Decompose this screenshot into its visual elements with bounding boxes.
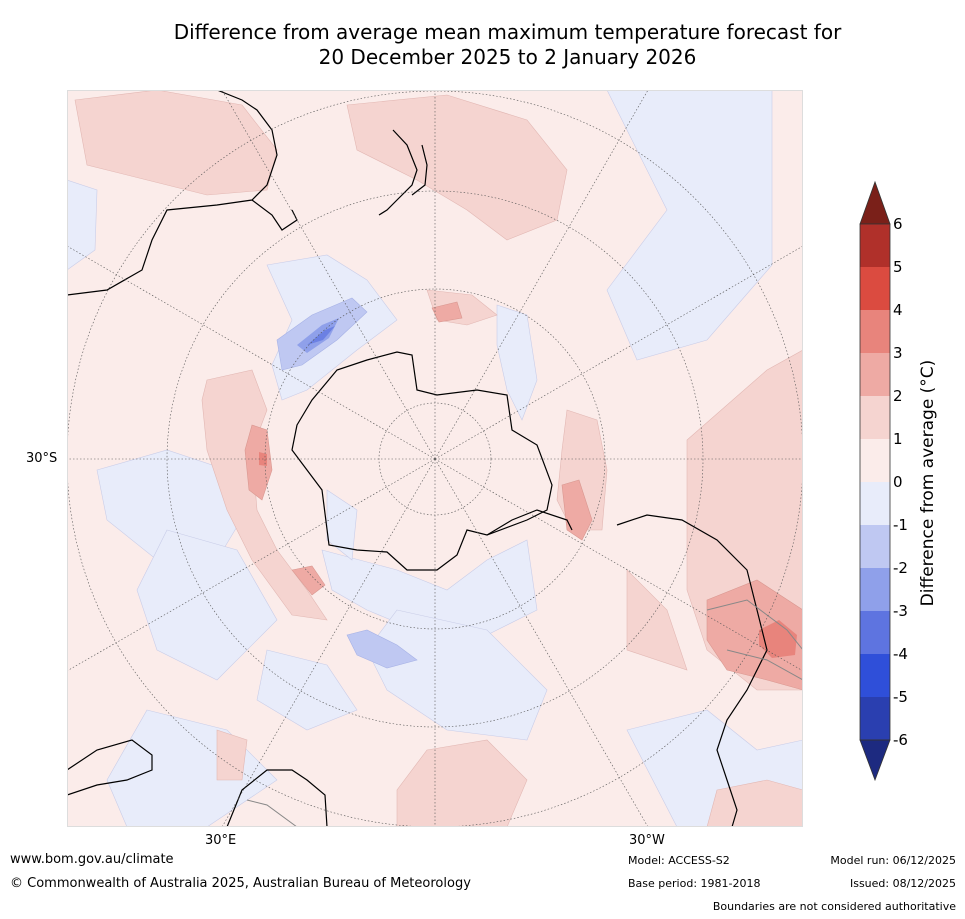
colorbar-swatch-m1_to_0 [860, 482, 890, 525]
warm-anomaly-2-to-3 [244, 301, 803, 691]
longitude-label-30e: 30°E [205, 833, 237, 848]
colorbar-swatch-3_to_4 [860, 310, 890, 353]
colorbar-tick-label: 2 [893, 387, 903, 405]
map-title: Difference from average mean maximum tem… [60, 20, 955, 70]
title-line-1: Difference from average mean maximum tem… [173, 20, 842, 44]
colorbar-tick-label: -5 [893, 688, 908, 706]
colorbar-title: Difference from average (°C) [918, 359, 938, 607]
copyright-notice: © Commonwealth of Australia 2025, Austra… [10, 876, 471, 891]
colorbar-tick-label: -4 [893, 645, 908, 663]
country-boundaries [246, 599, 803, 827]
boundaries-disclaimer: Boundaries are not considered authoritat… [712, 900, 956, 913]
colorbar-tick-label: 4 [893, 301, 903, 319]
colorbar-swatch-5_to_6 [860, 224, 890, 267]
colorbar-swatch-4_to_5 [860, 267, 890, 310]
colorbar-swatch-m4_to_m3 [860, 611, 890, 654]
colorbar-outline [859, 223, 891, 741]
colorbar-swatch-m5_to_m4 [860, 654, 890, 697]
base-period: Base period: 1981-2018 [628, 877, 761, 890]
colorbar-swatch-m2_to_m1 [860, 525, 890, 568]
temperature-anomaly-map [67, 90, 803, 827]
cool-anomaly-minus-2-to-3 [297, 318, 339, 353]
cool-anomaly-minus-3-to-4 [307, 326, 335, 345]
latitude-label-30s: 30°S [26, 451, 58, 466]
colorbar-tick-label: -3 [893, 602, 908, 620]
issued-date: Issued: 08/12/2025 [849, 877, 956, 890]
colorbar-tick-label: 3 [893, 344, 903, 362]
model-name: Model: ACCESS-S2 [628, 854, 730, 867]
colorbar-tick-label: 0 [893, 473, 903, 491]
colorbar-tick-label: 5 [893, 258, 903, 276]
colorbar-tick-label: -1 [893, 516, 908, 534]
colorbar-under-triangle [859, 739, 891, 782]
colorbar-swatch-0_to_1 [860, 439, 890, 482]
longitude-label-30w: 30°W [629, 833, 665, 848]
coastlines [67, 90, 768, 827]
colorbar-swatch-1_to_2 [860, 396, 890, 439]
colorbar [859, 180, 891, 782]
colorbar-swatch-m3_to_m2 [860, 568, 890, 611]
colorbar-swatch-2_to_3 [860, 353, 890, 396]
colorbar-over-triangle [859, 180, 891, 225]
warm-anomaly-1-to-2 [74, 90, 803, 827]
colorbar-tick-label: 6 [893, 215, 903, 233]
title-line-2: 20 December 2025 to 2 January 2026 [318, 45, 697, 69]
website-link[interactable]: www.bom.gov.au/climate [10, 852, 174, 867]
colorbar-tick-label: -6 [893, 731, 908, 749]
cool-anomaly-regions [67, 90, 803, 827]
colorbar-tick-label: 1 [893, 430, 903, 448]
colorbar-swatch-m6_to_m5 [860, 697, 890, 740]
colorbar-tick-label: -2 [893, 559, 908, 577]
model-run-date: Model run: 06/12/2025 [830, 854, 956, 867]
